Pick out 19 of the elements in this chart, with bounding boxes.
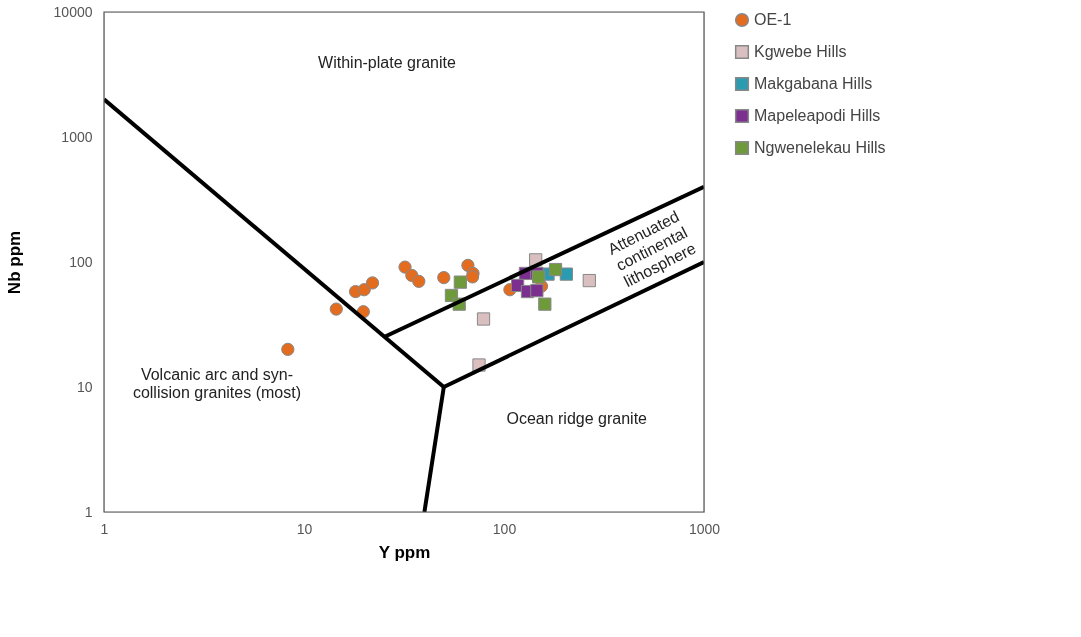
legend-label: Mapeleapodi Hills <box>754 107 881 124</box>
legend-label: Ngwenelekau Hills <box>754 139 886 156</box>
y-tick-label: 10 <box>76 378 93 395</box>
y-tick-label: 1 <box>84 503 93 520</box>
y-axis-title: Nb ppm <box>4 230 24 295</box>
annotation: Volcanic arc and syn- collision granites (most) <box>132 365 301 401</box>
x-axis-title: Y ppm <box>378 542 431 562</box>
x-tick-label: 100 <box>492 520 517 537</box>
annotation: Within-plate granite <box>318 54 457 72</box>
x-tick-label: 1 <box>100 520 109 537</box>
annotation: Ocean ridge granite <box>506 410 648 428</box>
y-tick-label: 100 <box>69 253 93 270</box>
x-tick-label: 1000 <box>688 520 721 537</box>
legend-label: OE-1 <box>754 11 792 28</box>
x-tick-label: 10 <box>296 520 313 537</box>
legend-label: Makgabana Hills <box>754 75 873 92</box>
y-tick-label: 1000 <box>61 128 93 145</box>
y-tick-label: 10000 <box>53 3 93 20</box>
legend-label: Kgwebe Hills <box>754 43 847 60</box>
